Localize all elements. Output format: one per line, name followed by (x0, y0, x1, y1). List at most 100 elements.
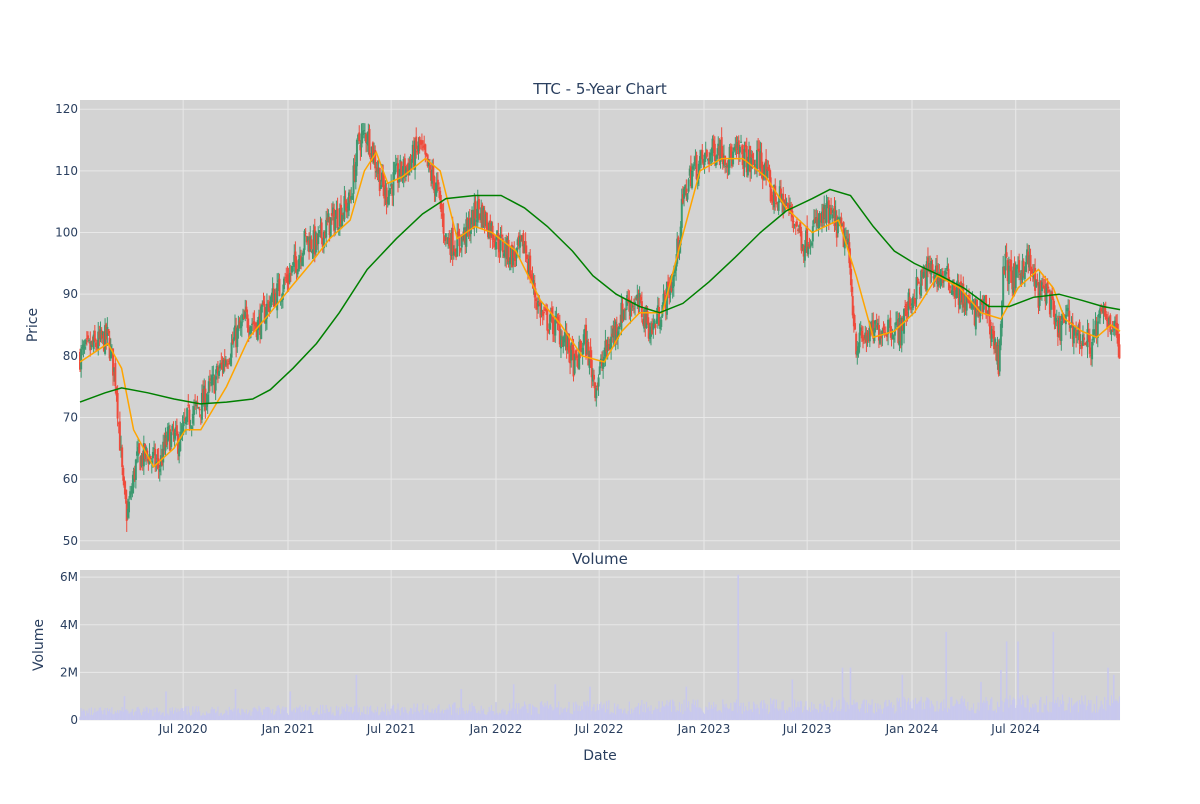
volume-bar (576, 704, 578, 720)
volume-bar (829, 712, 831, 720)
candle-body (339, 204, 342, 225)
candle-body (439, 190, 442, 200)
candle-body (93, 330, 96, 341)
volume-bar (742, 702, 744, 720)
volume-bar (840, 709, 842, 720)
volume-bar (1097, 712, 1099, 720)
candle-body (383, 185, 386, 199)
candle-body (285, 277, 288, 279)
candle-body (516, 239, 519, 245)
volume-bar (874, 703, 877, 720)
candle-body (89, 341, 92, 351)
candle-body (712, 140, 715, 149)
candle-body (604, 340, 607, 357)
volume-bar (790, 712, 792, 720)
candle-body (836, 217, 839, 234)
candle-body (1104, 311, 1107, 320)
candle-body (991, 330, 994, 334)
candle-body (1019, 273, 1022, 275)
candle-body (650, 326, 653, 337)
price-y-tick-label: 110 (55, 164, 78, 178)
volume-bar (429, 712, 431, 720)
candle-body (737, 140, 740, 155)
candle-body (359, 144, 362, 151)
volume-bar (318, 714, 320, 720)
volume-bar (273, 715, 275, 720)
volume-bar (572, 702, 575, 720)
candle-body (629, 302, 632, 316)
volume-bar (326, 708, 328, 720)
volume-bar (398, 710, 400, 720)
candle-body (353, 164, 356, 181)
candle-body (455, 250, 458, 258)
volume-bar (144, 711, 146, 720)
volume-bar (1093, 703, 1095, 720)
volume-bar (1074, 703, 1076, 720)
volume-bar (295, 706, 298, 720)
candle-body (757, 149, 760, 151)
volume-bar (801, 712, 804, 720)
candle-body (424, 144, 427, 155)
candle-body (854, 323, 857, 330)
volume-bar (741, 713, 743, 720)
volume-bar (1114, 701, 1116, 720)
candle-body (874, 320, 877, 324)
candle-body (1070, 322, 1073, 324)
candle-body (138, 443, 141, 453)
volume-bar (363, 706, 365, 720)
volume-bar (354, 705, 356, 720)
candle-body (94, 342, 97, 347)
candle-body (664, 295, 667, 311)
volume-bar (1108, 704, 1110, 720)
volume-bar (131, 708, 134, 720)
candle-body (415, 136, 418, 149)
candle-body (969, 299, 972, 309)
volume-bar (733, 701, 735, 720)
candle-body (815, 217, 818, 223)
candle-body (699, 156, 702, 166)
candle-body (310, 239, 313, 250)
volume-bar (291, 711, 293, 720)
volume-bar (252, 708, 254, 720)
date-x-tick-label: Jan 2024 (885, 722, 939, 736)
candle-body (163, 442, 166, 449)
candle-body (240, 321, 243, 327)
candle-body (1103, 306, 1106, 316)
candle-body (890, 331, 893, 340)
candle-body (1023, 272, 1026, 280)
volume-bar (822, 705, 824, 720)
volume-bar (186, 714, 188, 720)
volume-spike-bar (901, 674, 904, 720)
candle-body (807, 246, 810, 255)
candle-body (290, 265, 293, 273)
candle-body (603, 356, 606, 362)
candle-body (525, 254, 528, 260)
volume-bar (927, 697, 929, 720)
candle-body (1004, 253, 1007, 271)
candle-body (998, 340, 1001, 372)
volume-bar (189, 715, 192, 720)
candle-body (659, 324, 662, 329)
volume-bar (855, 702, 857, 720)
candle-body (187, 404, 190, 406)
candle-body (434, 188, 437, 196)
volume-bar (714, 707, 716, 720)
candle-body (520, 235, 523, 240)
candle-body (508, 261, 511, 265)
volume-bar (265, 706, 267, 720)
candle-body (844, 236, 847, 239)
candle-body (317, 233, 320, 245)
candle-body (514, 255, 517, 261)
candle-body (273, 293, 276, 304)
candle-body (318, 229, 321, 234)
volume-bar (735, 699, 738, 720)
volume-bar (913, 709, 915, 720)
volume-bar (445, 709, 447, 720)
volume-bar (1110, 695, 1113, 720)
volume-bar (135, 710, 137, 720)
volume-bar (236, 709, 238, 720)
volume-bar (81, 711, 83, 720)
candle-body (793, 224, 796, 226)
volume-bar (615, 714, 617, 720)
